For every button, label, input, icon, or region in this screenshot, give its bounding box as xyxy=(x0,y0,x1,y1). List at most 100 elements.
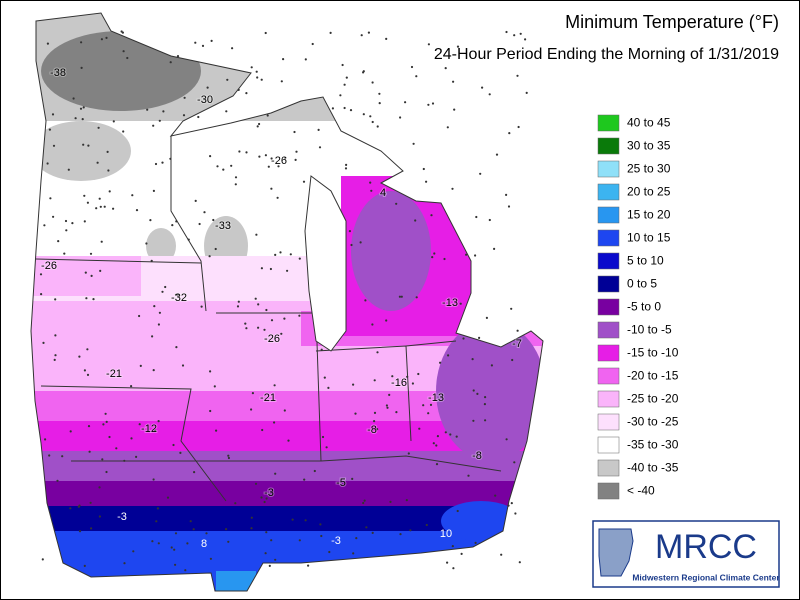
station-dot xyxy=(100,38,103,41)
station-dot xyxy=(399,533,402,536)
station-dot xyxy=(307,564,310,567)
station-dot xyxy=(264,31,267,35)
station-dot xyxy=(472,419,475,422)
station-dot xyxy=(56,479,59,482)
station-dot xyxy=(456,45,460,48)
station-dot xyxy=(96,161,99,164)
station-dot xyxy=(331,107,334,110)
station-dot xyxy=(85,297,88,300)
station-dot xyxy=(175,220,178,223)
station-dot xyxy=(102,423,105,426)
station-dot xyxy=(291,518,294,521)
station-dot xyxy=(176,55,180,58)
station-dot xyxy=(298,539,301,542)
station-dot xyxy=(505,438,508,441)
station-dot xyxy=(123,562,126,565)
station-dot xyxy=(362,501,365,505)
station-dot xyxy=(222,168,225,171)
station-dot xyxy=(400,295,403,298)
station-dot xyxy=(201,44,205,48)
station-dot xyxy=(414,219,417,222)
station-dot xyxy=(465,253,468,256)
station-dot xyxy=(88,450,91,453)
station-dot xyxy=(74,117,77,120)
station-dot xyxy=(164,285,167,289)
station-dot xyxy=(65,229,68,232)
station-dot xyxy=(83,564,86,568)
legend-label: 20 to 25 xyxy=(627,185,671,199)
station-dot xyxy=(78,530,82,533)
station-dot xyxy=(373,379,376,382)
legend-label: -25 to -20 xyxy=(627,392,679,406)
station-dot xyxy=(81,118,84,121)
station-value: -21 xyxy=(260,392,276,404)
station-dot xyxy=(385,37,388,41)
station-dot xyxy=(261,428,264,432)
station-dot xyxy=(138,423,141,426)
station-dot xyxy=(378,102,381,105)
station-dot xyxy=(203,211,206,214)
station-dot xyxy=(236,305,240,308)
station-dot xyxy=(484,419,487,422)
station-dot xyxy=(237,88,240,91)
station-dot xyxy=(367,31,370,34)
legend-swatch xyxy=(597,206,620,224)
station-dot xyxy=(187,238,190,241)
station-value: 4 xyxy=(380,187,386,199)
station-dot xyxy=(170,546,173,549)
station-dot xyxy=(197,115,200,119)
legend-swatch xyxy=(597,137,620,155)
station-dot xyxy=(518,561,521,564)
station-dot xyxy=(212,218,215,222)
station-dot xyxy=(237,300,240,303)
station-dot xyxy=(270,319,274,322)
station-dot xyxy=(254,297,257,300)
station-dot xyxy=(279,251,282,254)
station-dot xyxy=(67,168,70,171)
station-dot xyxy=(198,222,201,226)
station-dot xyxy=(435,444,438,447)
station-dot xyxy=(431,256,434,259)
station-dot xyxy=(100,240,103,243)
station-dot xyxy=(517,125,520,129)
station-dot xyxy=(352,383,355,386)
station-dot xyxy=(208,255,211,258)
station-dot xyxy=(427,43,430,46)
station-dot xyxy=(174,293,178,296)
station-dot xyxy=(284,156,287,159)
station-dot xyxy=(274,558,277,561)
station-dot xyxy=(345,76,348,79)
station-value: -8 xyxy=(472,450,482,462)
station-dot xyxy=(213,385,216,388)
station-dot xyxy=(209,155,212,158)
station-dot xyxy=(273,384,276,387)
station-dot xyxy=(225,110,228,113)
station-dot xyxy=(153,305,156,308)
station-dot xyxy=(87,144,90,147)
station-dot xyxy=(298,257,301,260)
station-dot xyxy=(513,34,516,37)
station-dot xyxy=(343,83,346,86)
station-dot xyxy=(456,509,459,513)
station-dot xyxy=(238,150,241,153)
station-value: -5 xyxy=(336,477,346,489)
station-dot xyxy=(348,230,351,233)
station-dot xyxy=(90,274,93,277)
station-dot xyxy=(77,505,80,508)
station-dot xyxy=(453,108,456,111)
station-dot xyxy=(264,154,267,157)
station-dot xyxy=(194,199,197,202)
station-dot xyxy=(415,296,418,299)
station-dot xyxy=(99,269,102,272)
station-dot xyxy=(154,162,158,166)
station-dot xyxy=(157,420,160,423)
legend-label: -40 to -35 xyxy=(627,461,679,475)
station-dot xyxy=(320,348,323,351)
station-dot xyxy=(256,125,259,128)
station-dot xyxy=(152,124,155,127)
station-dot xyxy=(447,354,450,357)
station-dot xyxy=(388,393,391,396)
station-dot xyxy=(410,65,414,69)
station-dot xyxy=(329,31,332,34)
station-dot xyxy=(254,482,258,485)
